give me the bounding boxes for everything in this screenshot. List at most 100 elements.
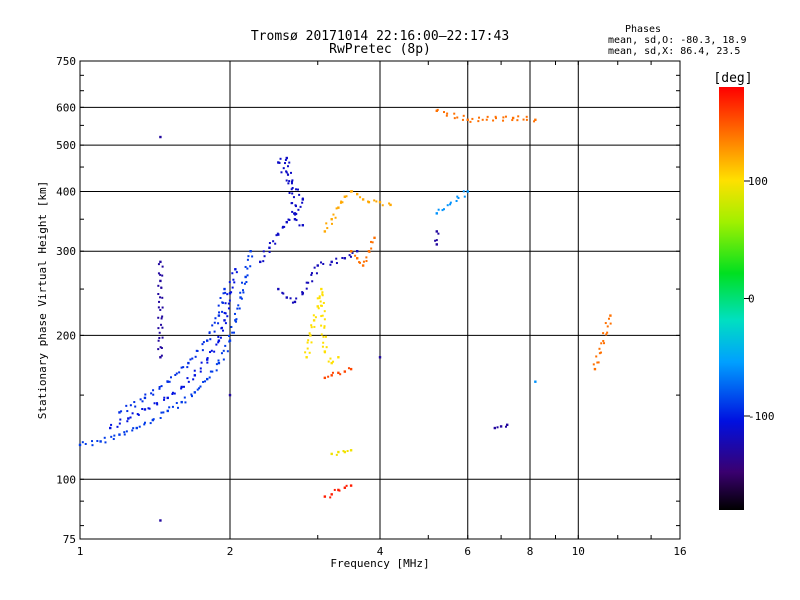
data-point xyxy=(159,135,162,139)
data-point xyxy=(388,202,391,205)
data-point xyxy=(153,402,156,405)
data-point xyxy=(330,260,333,264)
data-point xyxy=(193,369,196,372)
data-point xyxy=(240,297,243,300)
data-point xyxy=(301,291,304,294)
data-point xyxy=(171,392,174,395)
data-point xyxy=(205,377,209,381)
data-point xyxy=(323,326,326,329)
data-point xyxy=(126,420,129,423)
data-point xyxy=(91,444,94,447)
data-point xyxy=(343,370,347,373)
data-point xyxy=(337,450,340,454)
data-point xyxy=(217,361,221,365)
data-point xyxy=(109,426,112,430)
data-point xyxy=(370,247,373,250)
data-point xyxy=(311,280,314,283)
data-point xyxy=(141,407,144,410)
data-point xyxy=(215,363,218,366)
data-point xyxy=(161,296,164,299)
data-point xyxy=(236,307,239,310)
data-point xyxy=(606,325,609,328)
data-point xyxy=(287,182,290,185)
data-point xyxy=(233,312,236,315)
data-point xyxy=(160,346,163,349)
data-point xyxy=(285,171,288,174)
data-point xyxy=(157,306,160,309)
data-point xyxy=(327,375,330,378)
data-point xyxy=(214,317,217,320)
data-point xyxy=(345,484,348,487)
data-point xyxy=(182,366,185,369)
data-point xyxy=(246,267,249,270)
data-point xyxy=(290,182,293,185)
data-point xyxy=(494,117,497,120)
data-point xyxy=(373,236,376,240)
data-point xyxy=(171,391,174,394)
data-point xyxy=(334,216,337,219)
data-point xyxy=(341,256,344,259)
data-point xyxy=(354,254,357,257)
data-point xyxy=(217,314,221,317)
data-point xyxy=(196,388,199,391)
data-point xyxy=(310,324,313,327)
data-point xyxy=(291,210,294,213)
data-point xyxy=(159,416,162,419)
data-point xyxy=(251,255,254,258)
data-point xyxy=(180,400,183,404)
data-point xyxy=(152,418,155,421)
data-point xyxy=(306,347,309,350)
data-point xyxy=(295,219,298,222)
data-point xyxy=(157,316,160,319)
data-point xyxy=(268,242,271,245)
data-point xyxy=(602,332,605,335)
data-point xyxy=(322,301,325,304)
data-point xyxy=(223,319,226,322)
data-point xyxy=(293,218,297,221)
data-point xyxy=(286,173,289,176)
data-point xyxy=(175,372,178,375)
data-point xyxy=(191,395,194,398)
data-point xyxy=(159,279,162,283)
data-point xyxy=(288,161,291,164)
data-point xyxy=(178,371,181,374)
data-point xyxy=(437,232,440,235)
data-point xyxy=(320,287,323,291)
data-point xyxy=(290,180,293,183)
data-point xyxy=(319,300,322,303)
data-point xyxy=(321,294,324,297)
data-point xyxy=(215,369,218,372)
data-point xyxy=(246,258,249,261)
data-point xyxy=(275,234,278,237)
data-point xyxy=(335,207,338,210)
data-point xyxy=(342,450,345,453)
data-point xyxy=(312,319,316,322)
data-point xyxy=(327,360,330,363)
data-point xyxy=(246,274,249,277)
data-point xyxy=(436,108,439,111)
data-point xyxy=(330,222,333,225)
data-point xyxy=(323,310,326,313)
data-point xyxy=(321,314,324,317)
data-point xyxy=(166,396,169,400)
data-point xyxy=(272,240,275,243)
data-point xyxy=(222,358,225,361)
data-point xyxy=(159,519,162,522)
data-point xyxy=(132,427,135,430)
data-point xyxy=(162,411,165,414)
x-tick-label: 1 xyxy=(77,545,84,558)
data-point xyxy=(320,324,323,327)
data-point xyxy=(201,343,204,346)
data-point xyxy=(330,452,333,456)
data-point xyxy=(333,488,336,491)
data-point xyxy=(285,170,288,173)
data-point xyxy=(182,385,185,388)
data-point xyxy=(231,286,234,289)
data-point xyxy=(274,242,277,245)
data-point xyxy=(602,339,605,342)
data-point xyxy=(232,278,235,281)
data-point xyxy=(314,316,317,319)
data-point xyxy=(173,392,176,395)
data-point xyxy=(445,114,448,117)
data-point xyxy=(343,486,347,489)
